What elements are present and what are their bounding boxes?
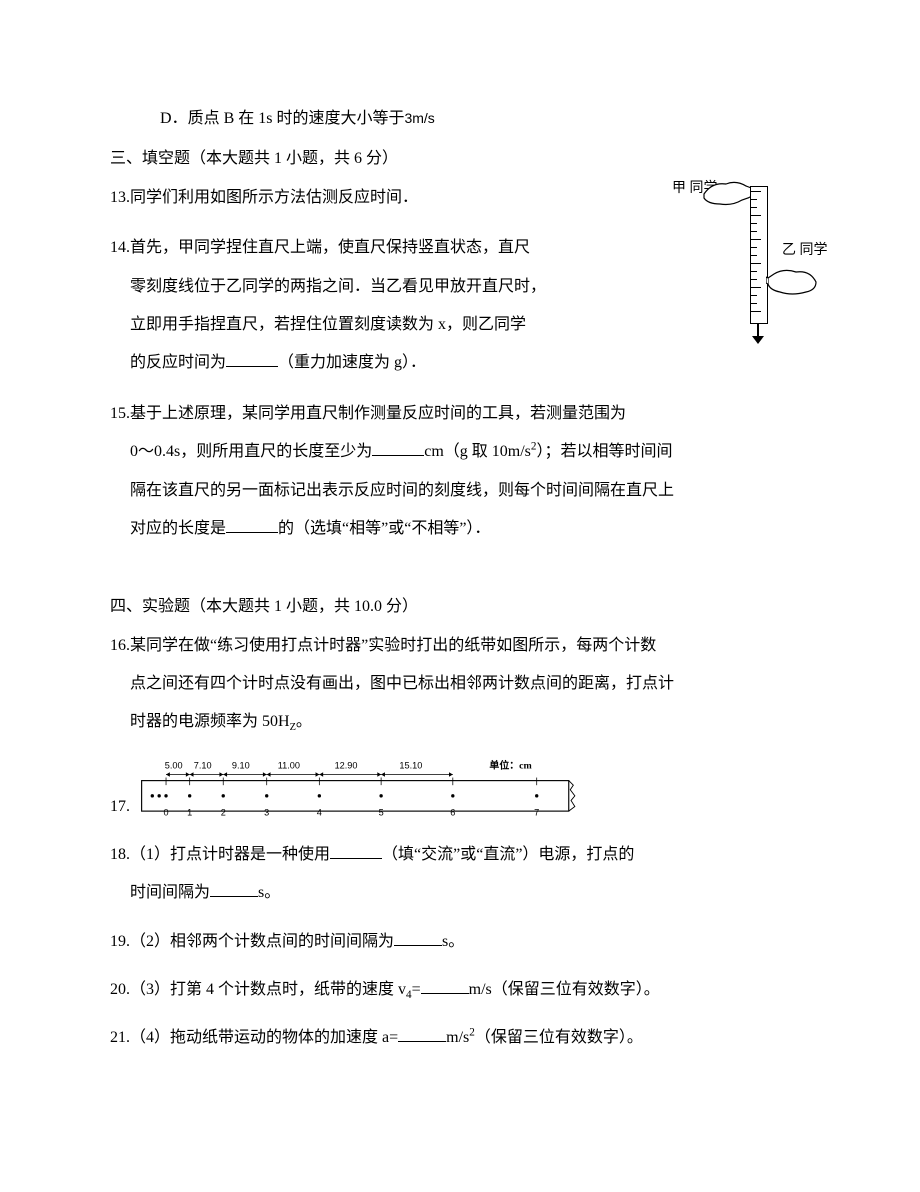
option-d: D． 质点 B 在 1s 时的速度大小等于3m/s xyxy=(110,100,810,138)
svg-text:4: 4 xyxy=(317,808,322,818)
q15-l2c: ）；若以相等时间间 xyxy=(537,443,673,460)
q19: 19. （2）相邻两个计数点间的时间间隔为 s。 xyxy=(110,923,810,961)
q21-blank[interactable] xyxy=(398,1025,446,1042)
hand-top-icon xyxy=(702,176,754,212)
svg-text:6: 6 xyxy=(450,808,455,818)
q18-blank1[interactable] xyxy=(330,842,382,859)
q21: 21. （4）拖动纸带运动的物体的加速度 a=m/s2（保留三位有效数字）。 xyxy=(110,1019,810,1057)
q15-blank1[interactable] xyxy=(372,439,424,456)
svg-text:0: 0 xyxy=(163,808,168,818)
figure-paper-tape: 0 1 2 3 4 5 6 7 5.00 7.10 9.10 11.00 12.90 15.10 单位：cm xyxy=(134,754,584,824)
svg-text:7: 7 xyxy=(534,808,539,818)
q18-a: （1）打点计时器是一种使用 xyxy=(130,846,330,863)
option-d-body: 质点 B 在 1s 时的速度大小等于3m/s xyxy=(188,100,810,138)
q15-l2a: 0～0.4s，则所用直尺的长度至少为 xyxy=(130,443,372,460)
q19-num: 19. xyxy=(110,923,130,961)
svg-text:12.90: 12.90 xyxy=(335,760,358,770)
q16-l3b: 。 xyxy=(296,713,312,730)
q21-c: （保留三位有效数字）。 xyxy=(475,1029,643,1046)
section-4-heading: 四、实验题（本大题共 1 小题，共 10.0 分） xyxy=(110,588,810,626)
svg-text:5.00: 5.00 xyxy=(165,760,183,770)
option-d-text-b: 3m/s xyxy=(404,110,434,126)
q15-l2b: cm（g 取 10m/s xyxy=(424,443,531,460)
q20: 20. （3）打第 4 个计数点时，纸带的速度 v4=m/s（保留三位有效数字）… xyxy=(110,971,810,1009)
hand-bottom-icon xyxy=(766,264,818,300)
svg-text:9.10: 9.10 xyxy=(232,760,250,770)
q21-num: 21. xyxy=(110,1019,130,1057)
q18-d: s。 xyxy=(258,884,280,901)
q15-l3: 隔在该直尺的另一面标记出表示反应时间的刻度线，则每个时间间隔在直尺上 xyxy=(130,482,674,499)
q14-num: 14. xyxy=(110,229,130,267)
q14-l1: 首先，甲同学捏住直尺上端，使直尺保持竖直状态，直尺 xyxy=(130,239,530,256)
q14-l3: 立即用手指捏直尺，若捏住位置刻度读数为 x，则乙同学 xyxy=(130,316,526,333)
svg-text:7.10: 7.10 xyxy=(194,760,212,770)
q16-l2: 点之间还有四个计时点没有画出，图中已标出相邻两计数点间的距离，打点计 xyxy=(130,675,674,692)
q15-blank2[interactable] xyxy=(226,516,278,533)
q21-body: （4）拖动纸带运动的物体的加速度 a=m/s2（保留三位有效数字）。 xyxy=(130,1019,810,1057)
fig1-label-bot: 乙 同学 xyxy=(782,234,828,268)
q14-l4a: 的反应时间为 xyxy=(130,354,226,371)
arrow-head-icon xyxy=(752,336,764,344)
q20-c: m/s（保留三位有效数字）。 xyxy=(469,981,660,998)
q18-body: （1）打点计时器是一种使用 （填“交流”或“直流”）电源，打点的 时间间隔为 s。 xyxy=(130,836,810,913)
svg-text:15.10: 15.10 xyxy=(399,760,422,770)
q15-l4a: 对应的长度是 xyxy=(130,520,226,537)
q18-b: （填“交流”或“直流”）电源，打点的 xyxy=(382,846,634,863)
q19-a: （2）相邻两个计数点间的时间间隔为 xyxy=(130,933,394,950)
q17-num: 17. xyxy=(110,794,134,824)
q15-l4b: 的（选填“相等”或“不相等”）． xyxy=(278,520,490,537)
svg-text:1: 1 xyxy=(187,808,192,818)
q16-l1: 某同学在做“练习使用打点计时器”实验时打出的纸带如图所示，每两个计数 xyxy=(130,637,656,654)
q16-body: 某同学在做“练习使用打点计时器”实验时打出的纸带如图所示，每两个计数 点之间还有… xyxy=(130,627,810,742)
option-d-text-a: 质点 B 在 1s 时的速度大小等于 xyxy=(188,110,405,127)
svg-text:3: 3 xyxy=(264,808,269,818)
q19-b: s。 xyxy=(442,933,464,950)
option-d-prefix: D． xyxy=(160,100,188,138)
q18-c: 时间间隔为 xyxy=(130,884,210,901)
q21-b: m/s xyxy=(446,1029,469,1046)
q13-num: 13. xyxy=(110,179,130,217)
q20-blank[interactable] xyxy=(421,977,469,994)
q17: 17. 0 1 2 3 4 5 6 7 5.00 7.10 9.10 11.00 12.90 15.10 单… xyxy=(110,754,810,824)
q18-num: 18. xyxy=(110,836,130,874)
q14-l4b: （重力加速度为 g）． xyxy=(278,354,426,371)
q16-num: 16. xyxy=(110,627,130,665)
q16-l3a: 时器的电源频率为 50H xyxy=(130,713,290,730)
q20-body: （3）打第 4 个计数点时，纸带的速度 v4=m/s（保留三位有效数字）。 xyxy=(130,971,810,1009)
q16: 16. 某同学在做“练习使用打点计时器”实验时打出的纸带如图所示，每两个计数 点… xyxy=(110,627,810,742)
q18-blank2[interactable] xyxy=(210,880,258,897)
q14-l2: 零刻度线位于乙同学的两指之间．当乙看见甲放开直尺时， xyxy=(130,278,546,295)
q15-body: 基于上述原理，某同学用直尺制作测量反应时间的工具，若测量范围为 0～0.4s，则… xyxy=(130,395,810,549)
q19-body: （2）相邻两个计数点间的时间间隔为 s。 xyxy=(130,923,810,961)
svg-text:11.00: 11.00 xyxy=(278,760,300,770)
svg-text:2: 2 xyxy=(221,808,226,818)
q15-l1: 基于上述原理，某同学用直尺制作测量反应时间的工具，若测量范围为 xyxy=(130,405,626,422)
figure-ruler-hands: 甲 同学 乙 同学 xyxy=(672,170,832,340)
q15: 15. 基于上述原理，某同学用直尺制作测量反应时间的工具，若测量范围为 0～0.… xyxy=(110,395,810,549)
ruler-icon xyxy=(750,186,768,324)
q20-a: （3）打第 4 个计数点时，纸带的速度 v xyxy=(130,981,406,998)
q19-blank[interactable] xyxy=(394,929,442,946)
svg-text:5: 5 xyxy=(379,808,384,818)
q18: 18. （1）打点计时器是一种使用 （填“交流”或“直流”）电源，打点的 时间间隔… xyxy=(110,836,810,913)
q15-num: 15. xyxy=(110,395,130,433)
q20-num: 20. xyxy=(110,971,130,1009)
page: D． 质点 B 在 1s 时的速度大小等于3m/s 三、填空题（本大题共 1 小… xyxy=(0,0,920,1118)
q14-blank[interactable] xyxy=(226,350,278,367)
svg-text:单位：cm: 单位：cm xyxy=(489,758,532,771)
q20-b: = xyxy=(412,981,421,998)
q21-a: （4）拖动纸带运动的物体的加速度 a= xyxy=(130,1029,398,1046)
